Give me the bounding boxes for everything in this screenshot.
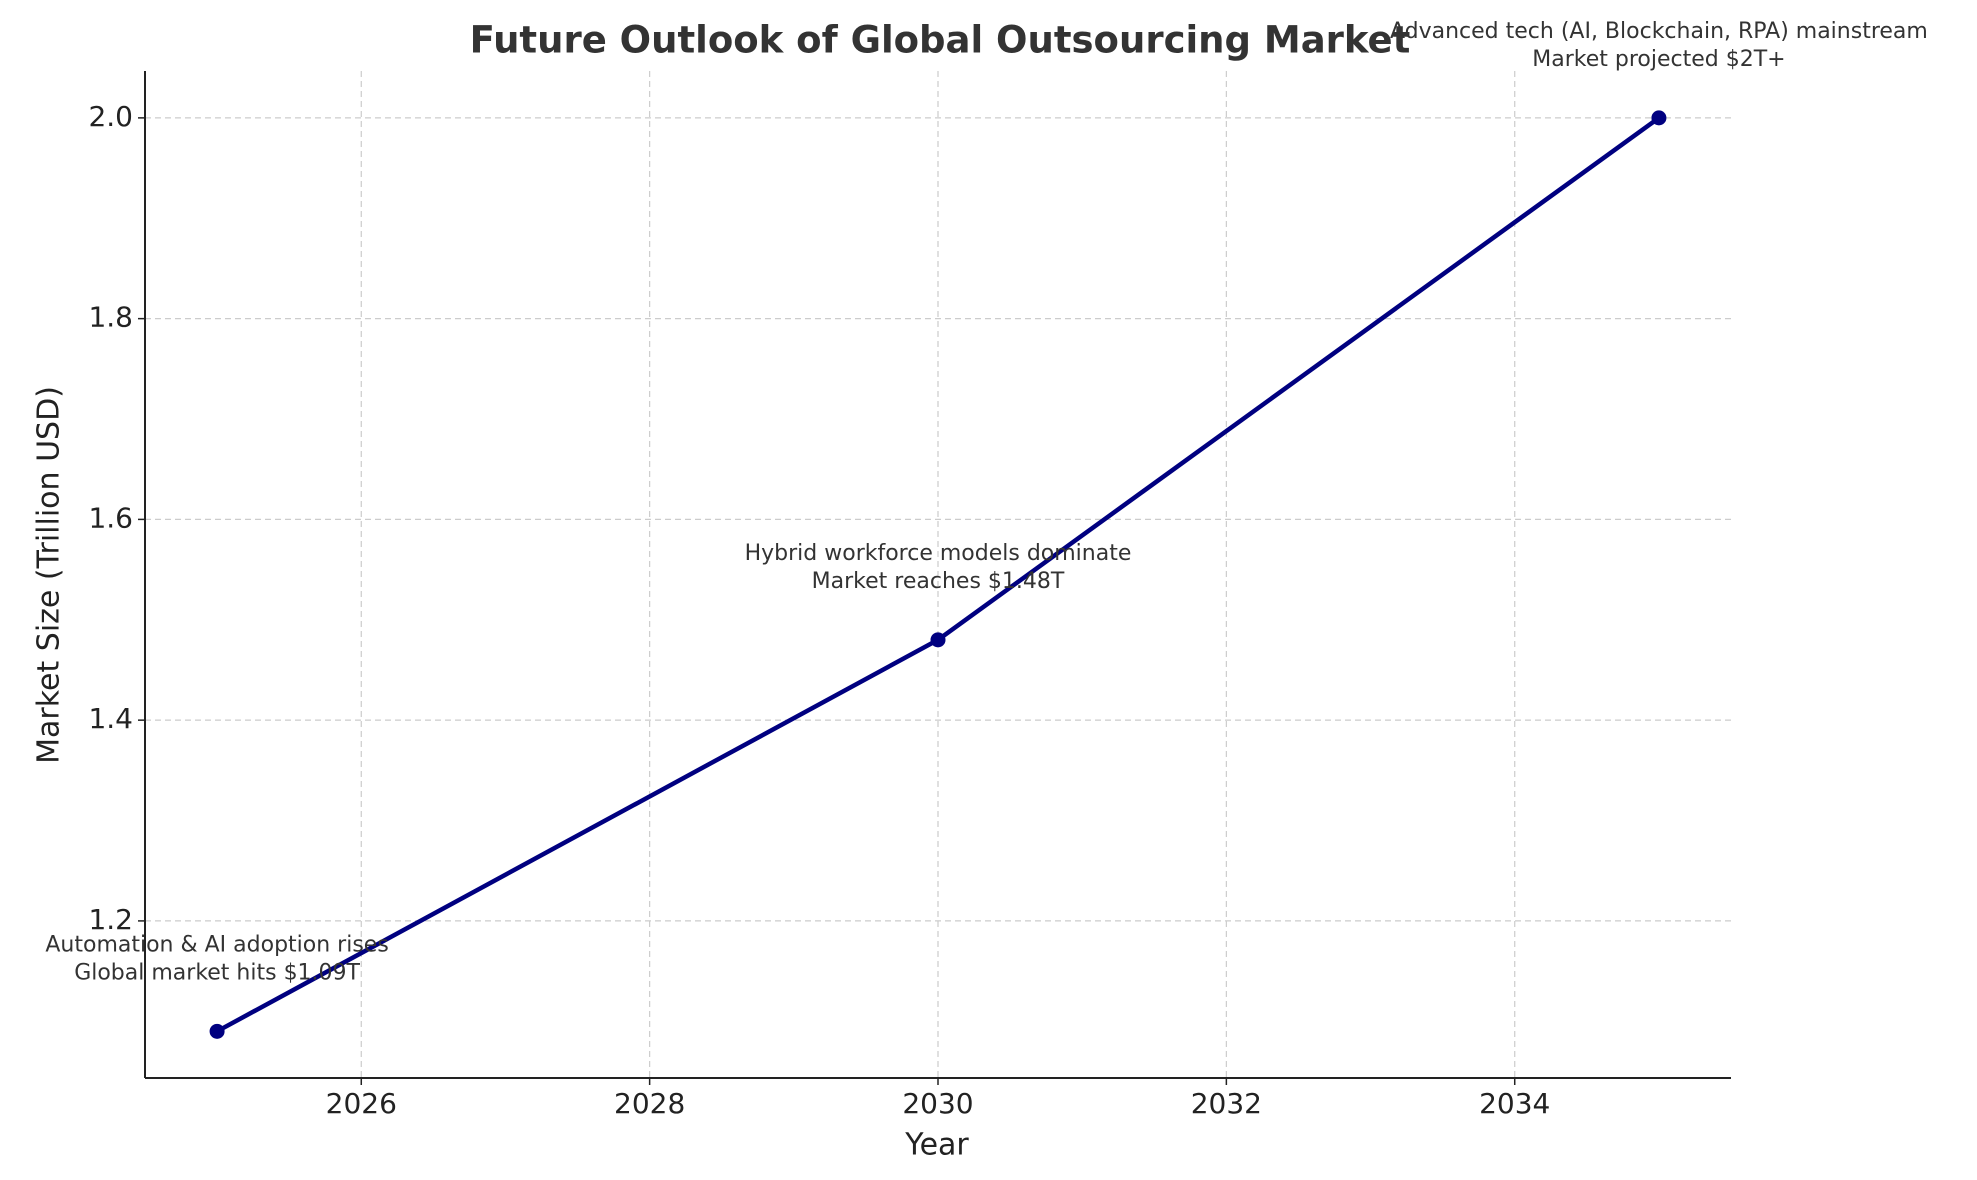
x-tick-label: 2032 — [1191, 1087, 1262, 1120]
y-tick-label: 1.6 — [88, 501, 133, 534]
chart-title: Future Outlook of Global Outsourcing Mar… — [470, 19, 1411, 62]
x-tick-label: 2030 — [902, 1087, 973, 1120]
annotation: Advanced tech (AI, Blockchain, RPA) main… — [1390, 19, 1928, 44]
y-tick-label: 2.0 — [88, 100, 133, 133]
x-tick-label: 2026 — [326, 1087, 397, 1120]
y-tick-label: 1.4 — [88, 702, 133, 735]
marker — [1651, 110, 1667, 126]
marker — [930, 632, 946, 648]
x-tick-label: 2034 — [1479, 1087, 1550, 1120]
marker — [209, 1023, 225, 1039]
annotation: Automation & AI adoption rises — [45, 932, 388, 957]
x-axis-label: Year — [904, 1128, 969, 1163]
annotation: Market reaches $1.48T — [812, 569, 1065, 594]
y-tick-label: 1.8 — [88, 301, 133, 334]
annotation: Market projected $2T+ — [1532, 47, 1785, 72]
y-axis-label: Market Size (Trillion USD) — [32, 386, 67, 764]
annotation: Global market hits $1.09T — [74, 960, 360, 985]
x-tick-label: 2028 — [614, 1087, 685, 1120]
y-tick-label: 1.2 — [88, 903, 133, 936]
annotation: Hybrid workforce models dominate — [745, 541, 1132, 566]
